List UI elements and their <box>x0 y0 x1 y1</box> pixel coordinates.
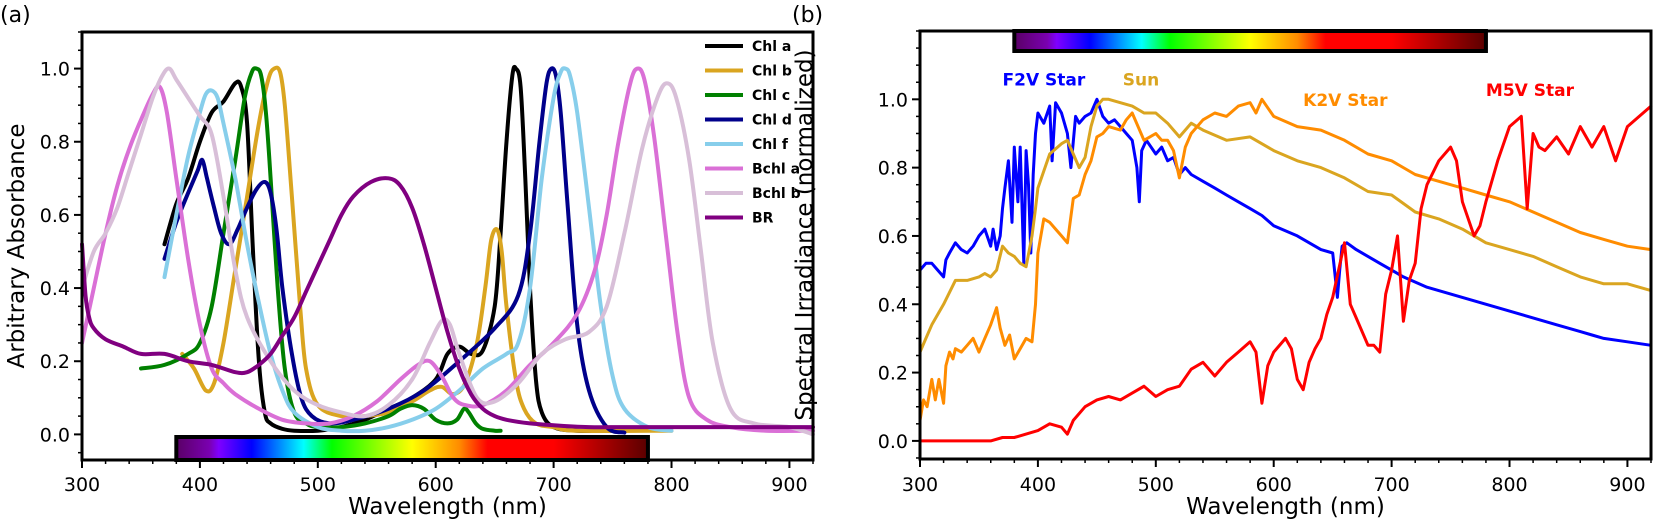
series-line-m5v-star <box>918 104 1653 443</box>
x-tick-label: 600 <box>1256 474 1292 496</box>
legend-item-chl-b: Chl b <box>705 64 792 80</box>
series-line-k2v-star <box>918 97 1653 422</box>
legend-label: Chl c <box>752 88 790 104</box>
y-tick-label: 0.2 <box>40 351 70 373</box>
x-tick-label: 400 <box>1020 474 1056 496</box>
panel-b-label: (b) <box>792 3 823 28</box>
x-tick-label: 700 <box>1373 474 1409 496</box>
x-tick-label: 600 <box>418 474 454 496</box>
y-tick-label: 1.0 <box>878 89 908 111</box>
y-tick-label: 0.6 <box>878 226 908 248</box>
series-line-bchl-b <box>80 66 815 437</box>
legend-item-bchl-b: Bchl b <box>705 186 801 202</box>
y-tick-label: 0.0 <box>40 424 70 446</box>
legend-item-bchl-a: Bchl a <box>705 162 800 178</box>
panel-b-x-axis-title: Wavelength (nm) <box>1186 494 1385 520</box>
x-tick-label: 500 <box>1138 474 1174 496</box>
legend-label: Chl a <box>752 39 791 55</box>
series-line-f2v-star <box>918 97 1653 347</box>
spectrum-colorbar <box>174 435 650 462</box>
y-tick-label: 0.2 <box>878 363 908 385</box>
y-tick-label: 0.4 <box>878 294 908 316</box>
panel-b-y-axis-title: Spectral Irradiance (normalized) <box>792 49 818 420</box>
y-tick-label: 0.8 <box>878 158 908 180</box>
series-line-br <box>80 176 815 430</box>
annotation-f2v-star: F2V Star <box>1003 71 1086 91</box>
x-tick-label: 900 <box>771 474 807 496</box>
x-tick-label: 400 <box>182 474 218 496</box>
panel-a-x-axis-title: Wavelength (nm) <box>348 494 547 520</box>
legend-label: Chl d <box>752 113 792 129</box>
y-tick-label: 0.4 <box>40 278 70 300</box>
x-tick-label: 800 <box>1491 474 1527 496</box>
panel-b-irradiance-chart: (b) 300 400 500 600 700 800 900 0.0 0.2 0.4 0.6 0.8… <box>792 3 1653 520</box>
panel-b-axes-frame <box>918 29 1653 461</box>
series-line-chl-f <box>162 66 674 434</box>
panel-a-visible-spectrum-colorbar <box>174 435 650 462</box>
x-tick-label: 900 <box>1609 474 1645 496</box>
panel-a-axes-frame <box>80 30 815 462</box>
legend-item-chl-d: Chl d <box>705 113 792 129</box>
panel-b-series-annotations: F2V Star Sun K2V Star M5V Star <box>1003 71 1575 111</box>
panel-a-legend: Chl a Chl b Chl c Chl d Chl f Bchl a Bchl b BR <box>705 39 801 227</box>
legend-label: Bchl a <box>752 162 800 178</box>
legend-label: Chl f <box>752 137 789 153</box>
annotation-m5v-star: M5V Star <box>1486 81 1575 101</box>
panel-b-series-lines <box>918 97 1653 443</box>
legend-item-br: BR <box>705 211 774 227</box>
legend-label: Bchl b <box>752 186 801 202</box>
legend-label: BR <box>752 211 774 227</box>
y-tick-label: 1.0 <box>40 59 70 81</box>
y-tick-label: 0.0 <box>878 431 908 453</box>
panel-a-y-axis-title: Arbitrary Absorbance <box>4 123 30 368</box>
spectrum-colorbar <box>1012 29 1488 53</box>
legend-label: Chl b <box>752 64 792 80</box>
legend-item-chl-c: Chl c <box>705 88 790 104</box>
y-tick-label: 0.8 <box>40 132 70 154</box>
y-tick-label: 0.6 <box>40 205 70 227</box>
annotation-sun: Sun <box>1123 71 1159 91</box>
x-tick-label: 300 <box>902 474 938 496</box>
x-tick-label: 800 <box>653 474 689 496</box>
x-tick-label: 700 <box>535 474 571 496</box>
legend-item-chl-f: Chl f <box>705 137 789 153</box>
panel-a-absorbance-chart: (a) 300 400 500 600 700 800 900 0.0 0.2 0.4 0.6 0.8… <box>0 3 815 520</box>
panel-a-series-lines <box>80 64 815 437</box>
annotation-k2v-star: K2V Star <box>1303 91 1388 111</box>
panel-a-label: (a) <box>0 3 31 28</box>
series-line-bchl-a <box>80 66 815 433</box>
x-tick-label: 500 <box>300 474 336 496</box>
panel-b-visible-spectrum-colorbar <box>1012 29 1488 53</box>
legend-item-chl-a: Chl a <box>705 39 791 55</box>
panel-a-axis-ticks: 300 400 500 600 700 800 900 0.0 0.2 0.4 0.6 0.8 1.0 <box>40 31 814 496</box>
series-line-sun <box>918 97 1653 354</box>
x-tick-label: 300 <box>64 474 100 496</box>
